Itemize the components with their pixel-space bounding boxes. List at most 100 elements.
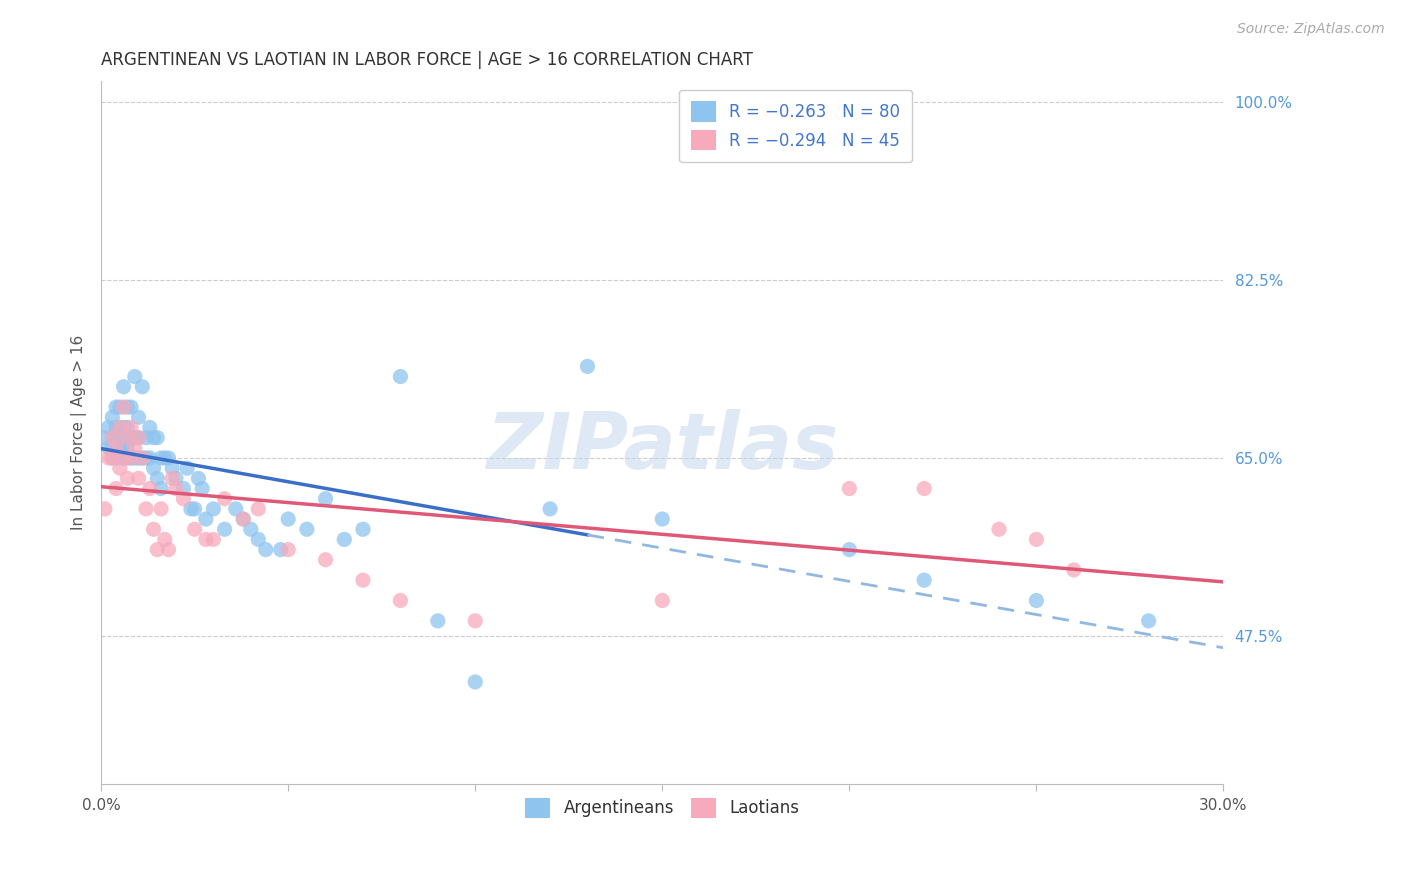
Point <box>838 482 860 496</box>
Point <box>117 400 139 414</box>
Point <box>277 542 299 557</box>
Point <box>270 542 292 557</box>
Point <box>131 380 153 394</box>
Point <box>176 461 198 475</box>
Point <box>142 522 165 536</box>
Point <box>389 369 412 384</box>
Point <box>128 431 150 445</box>
Point <box>108 420 131 434</box>
Point <box>202 502 225 516</box>
Point <box>97 441 120 455</box>
Point <box>150 450 173 465</box>
Point <box>912 573 935 587</box>
Point <box>108 400 131 414</box>
Point <box>315 491 337 506</box>
Point <box>101 431 124 445</box>
Point <box>105 450 128 465</box>
Point <box>105 420 128 434</box>
Point <box>108 441 131 455</box>
Point <box>120 450 142 465</box>
Point <box>108 431 131 445</box>
Point <box>225 502 247 516</box>
Point <box>651 593 673 607</box>
Point <box>389 593 412 607</box>
Point <box>112 450 135 465</box>
Point <box>120 400 142 414</box>
Text: ZIPatlas: ZIPatlas <box>486 409 838 484</box>
Point <box>105 482 128 496</box>
Point <box>135 431 157 445</box>
Point <box>139 450 162 465</box>
Point <box>538 502 561 516</box>
Point <box>194 512 217 526</box>
Point <box>247 533 270 547</box>
Point <box>183 502 205 516</box>
Point <box>191 482 214 496</box>
Point <box>160 461 183 475</box>
Point <box>124 450 146 465</box>
Y-axis label: In Labor Force | Age > 16: In Labor Force | Age > 16 <box>72 334 87 530</box>
Point <box>112 380 135 394</box>
Point <box>146 542 169 557</box>
Text: Source: ZipAtlas.com: Source: ZipAtlas.com <box>1237 22 1385 37</box>
Point <box>352 573 374 587</box>
Point <box>112 450 135 465</box>
Point <box>131 450 153 465</box>
Point <box>142 431 165 445</box>
Point <box>157 542 180 557</box>
Point <box>576 359 599 374</box>
Point <box>105 441 128 455</box>
Point <box>239 522 262 536</box>
Point <box>117 431 139 445</box>
Point <box>120 431 142 445</box>
Point <box>187 471 209 485</box>
Point <box>135 502 157 516</box>
Point <box>128 431 150 445</box>
Point <box>108 450 131 465</box>
Point <box>247 502 270 516</box>
Point <box>120 420 142 434</box>
Point <box>146 431 169 445</box>
Point <box>157 450 180 465</box>
Point <box>183 522 205 536</box>
Point <box>128 471 150 485</box>
Point <box>112 420 135 434</box>
Text: ARGENTINEAN VS LAOTIAN IN LABOR FORCE | AGE > 16 CORRELATION CHART: ARGENTINEAN VS LAOTIAN IN LABOR FORCE | … <box>101 51 754 69</box>
Point <box>153 533 176 547</box>
Point <box>101 450 124 465</box>
Point <box>101 410 124 425</box>
Point <box>112 441 135 455</box>
Point <box>108 420 131 434</box>
Point <box>120 450 142 465</box>
Point <box>333 533 356 547</box>
Point <box>172 482 194 496</box>
Point <box>1025 533 1047 547</box>
Point <box>426 614 449 628</box>
Point <box>180 502 202 516</box>
Point <box>202 533 225 547</box>
Point <box>97 420 120 434</box>
Point <box>105 431 128 445</box>
Point <box>464 614 486 628</box>
Legend: Argentineans, Laotians: Argentineans, Laotians <box>519 791 806 824</box>
Point <box>160 471 183 485</box>
Point <box>112 400 135 414</box>
Point <box>105 400 128 414</box>
Point <box>295 522 318 536</box>
Point <box>124 431 146 445</box>
Point <box>150 482 173 496</box>
Point <box>232 512 254 526</box>
Point <box>128 410 150 425</box>
Point <box>838 542 860 557</box>
Point <box>194 533 217 547</box>
Point <box>1025 593 1047 607</box>
Point <box>94 502 117 516</box>
Point <box>232 512 254 526</box>
Point <box>142 461 165 475</box>
Point <box>124 369 146 384</box>
Point <box>105 441 128 455</box>
Point <box>214 522 236 536</box>
Point <box>464 675 486 690</box>
Point <box>988 522 1011 536</box>
Point <box>254 542 277 557</box>
